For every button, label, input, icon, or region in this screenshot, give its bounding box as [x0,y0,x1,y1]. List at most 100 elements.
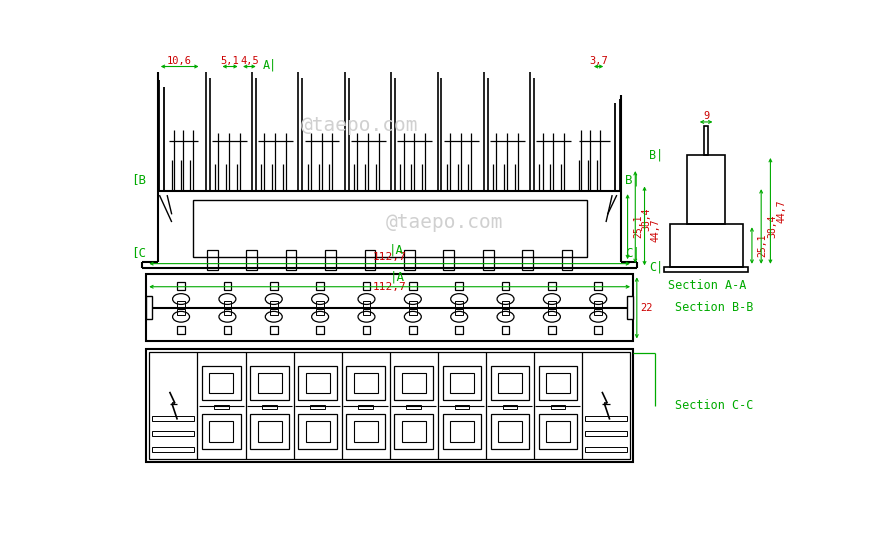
Bar [409,309,416,315]
Text: @taepo.com: @taepo.com [385,212,503,232]
Bar [687,155,725,224]
Bar [490,366,529,400]
Bar [147,349,633,462]
Bar [210,373,234,394]
Text: 38,4: 38,4 [641,207,651,231]
Bar [539,366,577,400]
Bar [548,326,556,334]
Bar [594,301,602,307]
Text: C|: C| [625,246,640,259]
Text: 9: 9 [703,111,710,121]
Bar [298,366,337,400]
Bar [153,432,194,436]
Bar [270,309,278,315]
Bar [503,405,517,409]
Bar [502,282,510,290]
Bar [305,421,329,442]
Bar [663,267,749,272]
Text: 22: 22 [640,303,653,313]
Bar [270,282,278,290]
Bar [224,326,231,334]
Text: 112,7: 112,7 [373,282,407,292]
Text: 5,1: 5,1 [221,56,240,66]
Text: 44,7: 44,7 [650,218,661,241]
Bar [362,282,370,290]
Bar [548,309,556,315]
Text: 25,1: 25,1 [633,215,644,239]
Bar [224,282,231,290]
Text: |A: |A [390,271,405,284]
Text: 112,7: 112,7 [373,253,407,263]
Bar [401,421,425,442]
Bar [407,405,421,409]
Bar [449,373,473,394]
Text: A|: A| [263,58,277,72]
Bar [147,274,633,341]
Bar [502,309,510,315]
Bar [562,250,573,270]
Bar [316,309,324,315]
Bar [502,326,510,334]
Bar [502,301,510,307]
Bar [548,282,556,290]
Text: @taepo.com: @taepo.com [301,116,418,135]
Bar [394,366,432,400]
Bar [316,326,324,334]
Bar [456,326,463,334]
Bar [353,421,377,442]
Bar [594,326,602,334]
Bar [250,366,289,400]
Bar [258,373,281,394]
Bar [224,301,231,307]
Bar [298,414,337,448]
Bar [210,421,234,442]
Bar [214,405,229,409]
Bar [627,296,633,319]
Bar [359,405,373,409]
Text: [B: [B [131,173,146,186]
Bar [483,250,494,270]
Bar [262,405,277,409]
Bar [353,373,377,394]
Bar [409,282,416,290]
Text: 25,1: 25,1 [757,234,768,257]
Bar [202,414,241,448]
Bar [311,405,325,409]
Bar [456,282,463,290]
Bar [270,326,278,334]
Bar [362,301,370,307]
Bar [443,250,454,270]
Bar [207,250,218,270]
Bar [442,414,481,448]
Text: |A: |A [388,243,403,256]
Bar [585,432,627,436]
Bar [704,126,709,155]
Bar [316,301,324,307]
Text: 3,7: 3,7 [590,56,608,66]
Bar [551,405,565,409]
Bar [346,366,385,400]
Bar [178,301,185,307]
Text: 10,6: 10,6 [167,56,192,66]
Bar [539,414,577,448]
Bar [455,405,469,409]
Bar [153,416,194,421]
Bar [193,201,587,257]
Bar [258,421,281,442]
Bar [594,309,602,315]
Bar [456,309,463,315]
Text: 38,4: 38,4 [767,215,777,238]
Bar [362,326,370,334]
Bar [346,414,385,448]
Text: C|: C| [649,260,663,273]
Bar [522,250,533,270]
Bar [305,373,329,394]
Bar [498,421,522,442]
Bar [178,309,185,315]
Bar [456,301,463,307]
Text: Section A-A: Section A-A [669,279,747,293]
Bar [178,326,185,334]
Bar [270,301,278,307]
Bar [147,296,153,319]
Text: B|: B| [649,149,663,162]
